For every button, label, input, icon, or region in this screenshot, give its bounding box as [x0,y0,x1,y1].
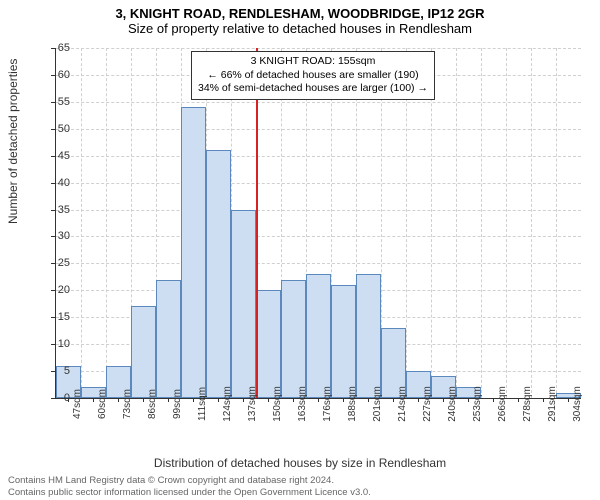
x-tick [243,398,244,402]
x-tick-label: 240sqm [447,386,458,422]
chart-container: 3, KNIGHT ROAD, RENDLESHAM, WOODBRIDGE, … [0,0,600,500]
x-tick-label: 60sqm [97,389,108,419]
x-tick [68,398,69,402]
x-tick-label: 150sqm [272,386,283,422]
x-tick [118,398,119,402]
x-tick-label: 73sqm [122,389,133,419]
x-tick [193,398,194,402]
plot-area: 3 KNIGHT ROAD: 155sqm ← 66% of detached … [55,48,581,399]
grid-line-h [56,263,581,264]
chart-title-sub: Size of property relative to detached ho… [0,21,600,40]
footer-line1: Contains HM Land Registry data © Crown c… [8,475,371,486]
y-axis-label: Number of detached properties [6,59,20,224]
x-tick [393,398,394,402]
x-tick [93,398,94,402]
x-tick [343,398,344,402]
x-tick-label: 214sqm [397,386,408,422]
grid-line-v [106,48,107,398]
footer-line2: Contains public sector information licen… [8,487,371,498]
y-tick-label: 30 [40,230,70,242]
x-tick [468,398,469,402]
annotation-line1: 3 KNIGHT ROAD: 155sqm [198,55,428,69]
x-tick [268,398,269,402]
grid-line-h [56,102,581,103]
y-tick-label: 40 [40,177,70,189]
histogram-bar [281,280,306,398]
y-tick-label: 25 [40,257,70,269]
histogram-bar [206,150,231,398]
x-tick-label: 163sqm [297,386,308,422]
x-tick-label: 278sqm [522,386,533,422]
grid-line-h [56,48,581,49]
grid-line-v [506,48,507,398]
x-tick-label: 111sqm [197,387,208,421]
x-tick-label: 253sqm [472,386,483,422]
annotation-line3: 34% of semi-detached houses are larger (… [198,82,428,96]
grid-line-v [556,48,557,398]
x-tick-label: 176sqm [322,386,333,422]
x-tick-label: 86sqm [147,389,158,419]
y-tick-label: 65 [40,42,70,54]
x-axis-label: Distribution of detached houses by size … [0,456,600,470]
y-tick-label: 5 [40,365,70,377]
x-tick [518,398,519,402]
histogram-bar [331,285,356,398]
x-tick-label: 47sqm [72,389,83,419]
x-tick-label: 124sqm [222,386,233,422]
histogram-bar [131,306,156,398]
y-tick-label: 50 [40,123,70,135]
y-tick-label: 35 [40,204,70,216]
histogram-bar [256,290,281,398]
x-tick [318,398,319,402]
grid-line-v [456,48,457,398]
x-tick-label: 291sqm [547,386,558,422]
x-tick [143,398,144,402]
histogram-bar [156,280,181,398]
grid-line-v [481,48,482,398]
y-tick-label: 0 [40,392,70,404]
x-tick [543,398,544,402]
x-tick-label: 188sqm [347,386,358,422]
x-tick-label: 137sqm [247,386,258,422]
y-tick-label: 20 [40,284,70,296]
x-tick [568,398,569,402]
y-tick-label: 60 [40,69,70,81]
reference-line [256,48,258,398]
grid-line-h [56,210,581,211]
x-tick [218,398,219,402]
grid-line-v [431,48,432,398]
x-tick-label: 266sqm [497,386,508,422]
x-tick-label: 99sqm [172,389,183,419]
x-tick [493,398,494,402]
grid-line-v [406,48,407,398]
x-tick [293,398,294,402]
x-tick [418,398,419,402]
x-tick-label: 201sqm [372,386,383,422]
histogram-bar [231,210,256,398]
grid-line-h [56,183,581,184]
annotation-box: 3 KNIGHT ROAD: 155sqm ← 66% of detached … [191,51,435,100]
histogram-bar [181,107,206,398]
x-tick-label: 227sqm [422,386,433,422]
y-tick-label: 15 [40,311,70,323]
x-tick [168,398,169,402]
grid-line-h [56,156,581,157]
x-tick-label: 304sqm [572,386,583,422]
x-tick [368,398,369,402]
grid-line-h [56,236,581,237]
x-tick [443,398,444,402]
grid-line-v [81,48,82,398]
y-tick-label: 45 [40,150,70,162]
y-tick-label: 10 [40,338,70,350]
annotation-line2: ← 66% of detached houses are smaller (19… [198,69,428,83]
grid-line-v [531,48,532,398]
chart-title-main: 3, KNIGHT ROAD, RENDLESHAM, WOODBRIDGE, … [0,0,600,21]
grid-line-h [56,129,581,130]
histogram-bar [306,274,331,398]
y-tick-label: 55 [40,96,70,108]
histogram-bar [356,274,381,398]
footer: Contains HM Land Registry data © Crown c… [8,475,371,498]
